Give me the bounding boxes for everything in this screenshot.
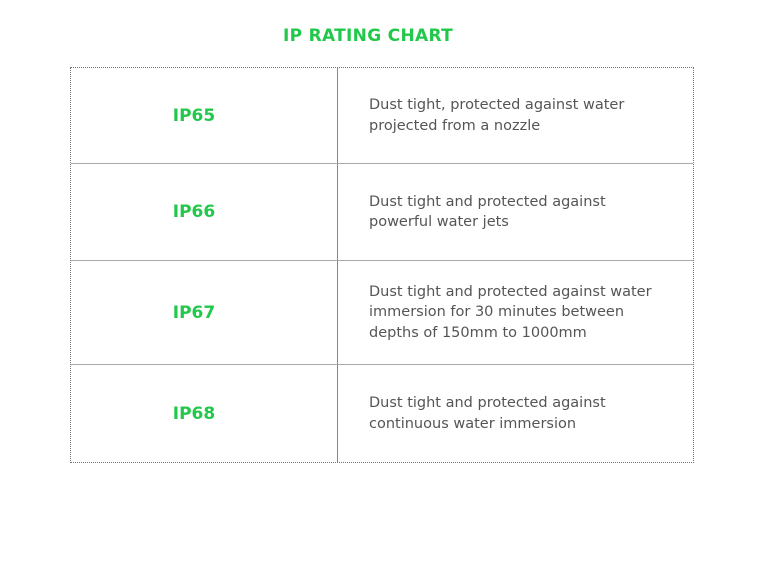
description-line: immersion for 30 minutes between (369, 304, 625, 321)
table: IP65 Dust tight, protected against water p… (70, 67, 694, 463)
table-row: IP66 Dust tight and protected against powe… (71, 164, 693, 261)
description-line: Dust tight and protected against (369, 395, 606, 411)
description: Dust tight and protected against powerful… (338, 164, 693, 260)
table-row: IP68 Dust tight and protected against cont… (71, 365, 693, 462)
description-line: Dust tight and protected against (369, 193, 606, 210)
rating: IP65 (71, 68, 338, 163)
description-line: Dust tight, protected against water (369, 97, 625, 113)
rating: IP67 (71, 261, 338, 364)
table-row: IP67 Dust tight and protected against wat… (71, 261, 693, 365)
rating: IP66 (71, 164, 338, 260)
rating: IP68 (71, 365, 338, 462)
description-line: projected from a nozzle (369, 117, 541, 134)
description-line: depths of 150mm to 1000mm (369, 324, 587, 341)
description-line: continuous water immersion (369, 415, 577, 432)
description: Dust tight and protected against continuo… (338, 365, 693, 462)
description-line: powerful water jets (369, 214, 509, 230)
description: Dust tight and protected against water im… (338, 261, 693, 364)
table-row: IP65 Dust tight, protected against water p… (71, 68, 693, 164)
description: Dust tight, protected against water proje… (338, 68, 693, 163)
description-line: Dust tight and protected against water (369, 283, 652, 300)
title: IP RATING CHART (283, 26, 453, 46)
